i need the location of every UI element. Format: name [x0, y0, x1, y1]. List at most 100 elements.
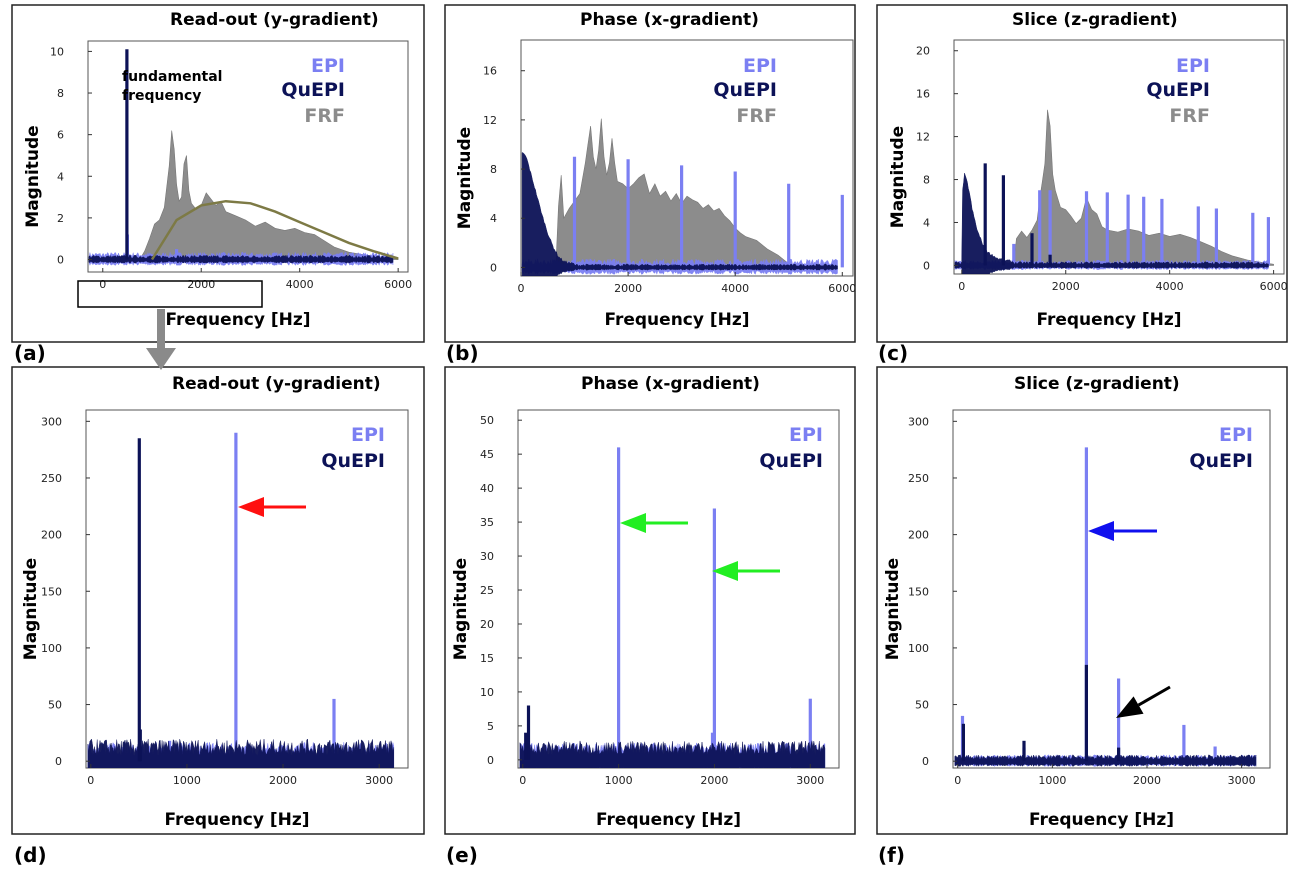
- legend-entry-epi: EPI: [311, 55, 345, 77]
- y-tick-label: 100: [908, 642, 929, 655]
- annotation-line: fundamental: [122, 69, 222, 85]
- x-tick-label: 0: [99, 278, 106, 291]
- x-axis-label: Frequency [Hz]: [165, 310, 310, 330]
- y-axis-label: Magnitude: [23, 125, 43, 227]
- legend-entry-epi: EPI: [789, 424, 823, 446]
- y-tick-label: 8: [490, 163, 497, 176]
- x-tick-label: 2000: [1052, 280, 1080, 293]
- y-tick-label: 20: [480, 618, 494, 631]
- panel-letter: (c): [878, 341, 908, 365]
- black-arrow-shaft: [1137, 685, 1171, 707]
- y-tick-label: 250: [41, 472, 62, 485]
- red-arrow-head: [238, 497, 264, 517]
- series-frf-area: [555, 118, 800, 268]
- panel-frame: [444, 4, 856, 343]
- series-fit-curve: [150, 199, 399, 261]
- y-tick-label: 30: [480, 550, 494, 563]
- plot-content: [519, 447, 826, 768]
- x-tick-label: 1000: [173, 774, 201, 787]
- y-tick-label: 2: [57, 212, 64, 225]
- y-tick-label: 50: [48, 699, 62, 712]
- x-tick-label: 0: [519, 774, 526, 787]
- chart-panel-e: 0 1000 2000 3000 0 5 10 15 20 25 30 35 40 45 50 Phase (…: [444, 366, 856, 835]
- legend-entry-quepi: QuEPI: [281, 79, 345, 101]
- x-tick-label: 0: [518, 282, 525, 295]
- x-tick-label: 2000: [1133, 774, 1161, 787]
- plot-content: [954, 109, 1274, 274]
- y-tick-label: 8: [57, 87, 64, 100]
- zoom-region-box: [77, 280, 263, 308]
- x-axis-label: Frequency [Hz]: [596, 810, 741, 830]
- y-tick-label: 0: [922, 755, 929, 768]
- panel-frame: [11, 366, 425, 835]
- chart-panel-d: 0 1000 2000 3000 0 50 100 150 200 250 300 Read-out …: [11, 366, 425, 835]
- y-tick-label: 15: [480, 652, 494, 665]
- legend-entry-epi: EPI: [1176, 55, 1210, 77]
- x-tick-label: 3000: [365, 774, 393, 787]
- y-tick-label: 150: [908, 585, 929, 598]
- y-tick-label: 12: [916, 131, 930, 144]
- series-quepi-noise: [954, 754, 1257, 767]
- x-tick-label: 0: [954, 774, 961, 787]
- legend-entry-frf: FRF: [1169, 105, 1210, 127]
- legend-entry-quepi: QuEPI: [1146, 79, 1210, 101]
- x-tick-label: 2000: [700, 774, 728, 787]
- panel-letter: (f): [878, 843, 905, 867]
- zoom-arrow: [146, 309, 176, 370]
- y-tick-label: 150: [41, 585, 62, 598]
- series-quepi-noise: [87, 738, 395, 768]
- y-tick-label: 250: [908, 472, 929, 485]
- x-tick-label: 4000: [286, 278, 314, 291]
- y-tick-label: 4: [490, 212, 497, 225]
- x-tick-label: 6000: [1260, 280, 1288, 293]
- chart-title: Phase (x-gradient): [581, 374, 760, 394]
- y-tick-label: 12: [483, 114, 497, 127]
- panel-letter: (d): [14, 843, 47, 867]
- annotation-line: frequency: [122, 88, 201, 104]
- x-tick-label: 6000: [828, 282, 856, 295]
- y-tick-label: 20: [916, 45, 930, 58]
- panel-letter: (a): [14, 341, 46, 365]
- y-axis-label: Magnitude: [451, 558, 471, 660]
- y-tick-label: 4: [57, 170, 64, 183]
- x-tick-label: 6000: [384, 278, 412, 291]
- chart-title: Slice (z-gradient): [1014, 374, 1180, 394]
- plot-content: [521, 118, 844, 276]
- x-axis-label: Frequency [Hz]: [1036, 310, 1181, 330]
- y-tick-label: 300: [41, 415, 62, 428]
- y-axis-label: Magnitude: [455, 127, 475, 229]
- y-tick-label: 35: [480, 516, 494, 529]
- y-tick-label: 5: [487, 720, 494, 733]
- y-axis-label: Magnitude: [883, 558, 903, 660]
- green-arrow-1-head: [620, 513, 646, 533]
- plot-content: [954, 447, 1257, 767]
- plot-area: [520, 39, 854, 277]
- x-tick-label: 4000: [721, 282, 749, 295]
- y-tick-label: 0: [923, 259, 930, 272]
- x-tick-label: 1000: [605, 774, 633, 787]
- annotation-fundamental: fundamental frequency: [122, 69, 222, 104]
- series-quepi-noise: [88, 254, 394, 264]
- y-tick-label: 0: [490, 261, 497, 274]
- green-arrow-2-head: [712, 561, 738, 581]
- y-tick-label: 50: [915, 699, 929, 712]
- series-quepi-noise: [519, 740, 826, 768]
- y-tick-label: 100: [41, 642, 62, 655]
- x-tick-label: 2000: [187, 278, 215, 291]
- x-tick-label: 2000: [269, 774, 297, 787]
- chart-title: Phase (x-gradient): [580, 10, 759, 30]
- x-tick-label: 4000: [1156, 280, 1184, 293]
- y-tick-label: 200: [41, 529, 62, 542]
- y-tick-label: 4: [923, 216, 930, 229]
- chart-panel-c: 0 2000 4000 6000 0 4 8 12 16 20 Slice (z-gradient)…: [876, 4, 1288, 343]
- y-tick-label: 300: [908, 415, 929, 428]
- legend-entry-epi: EPI: [1219, 424, 1253, 446]
- x-axis-label: Frequency [Hz]: [604, 310, 749, 330]
- x-tick-label: 0: [958, 280, 965, 293]
- legend-entry-epi: EPI: [351, 424, 385, 446]
- x-tick-label: 3000: [796, 774, 824, 787]
- black-arrow-head: [1116, 696, 1144, 718]
- panel-frame: [876, 366, 1288, 835]
- y-axis-label: Magnitude: [888, 126, 908, 228]
